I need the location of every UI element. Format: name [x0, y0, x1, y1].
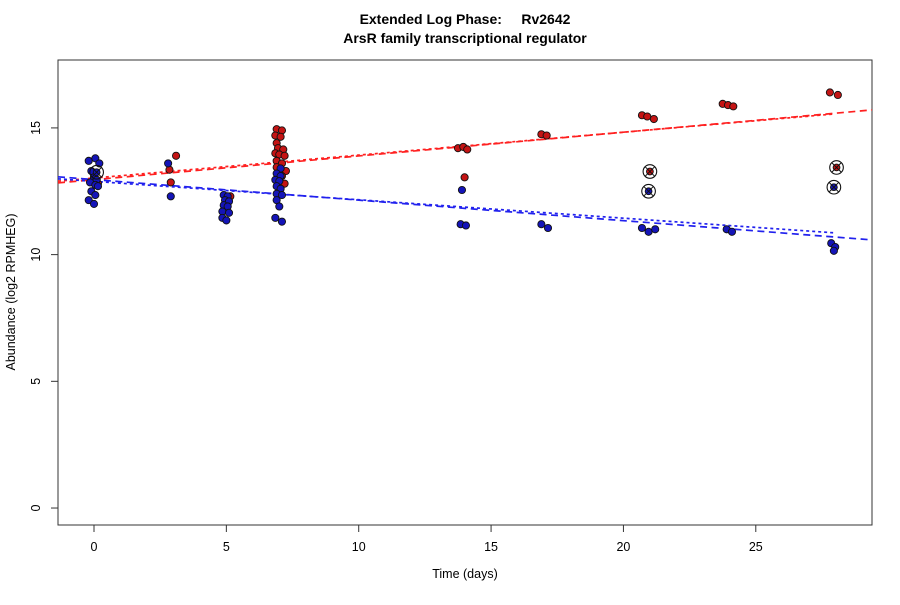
flagged-point-ring [89, 164, 104, 180]
axes: 0 5 10 15 20 25 0 5 10 15 [29, 121, 763, 554]
x-axis-label: Time (days) [432, 567, 498, 581]
data-points [84, 88, 842, 255]
point-blue [457, 185, 467, 195]
x-tick-label: 0 [91, 540, 98, 554]
y-axis-label: Abundance (log2 RPMHEG) [4, 213, 18, 370]
x-tick-label: 25 [749, 540, 763, 554]
y-tick-label: 5 [29, 378, 43, 385]
point-blue [222, 216, 231, 225]
flagged-point-ring [829, 160, 844, 175]
point-blue [543, 223, 553, 233]
point-blue [166, 192, 175, 201]
point-blue [89, 199, 99, 208]
point-red [172, 151, 181, 160]
x-tick-label: 20 [616, 540, 630, 554]
point-blue [644, 227, 653, 236]
point-blue [277, 191, 286, 200]
point-blue [84, 156, 93, 165]
point-blue [91, 191, 100, 200]
trend-line-blue-short-dash [57, 177, 835, 234]
flagged-point-cross [91, 167, 102, 178]
point-blue [275, 202, 284, 211]
y-tick-label: 0 [29, 504, 43, 511]
point-blue [829, 246, 838, 255]
point-red [276, 132, 285, 141]
point-blue [224, 208, 234, 217]
point-blue [651, 225, 660, 234]
trend-line-blue-long-dash [57, 175, 873, 241]
y-tick-label: 15 [29, 121, 43, 135]
flagged-points [89, 160, 844, 199]
point-red [825, 88, 834, 97]
point-blue [277, 217, 286, 226]
point-red [542, 131, 551, 140]
x-tick-label: 10 [352, 540, 366, 554]
point-red [460, 173, 469, 182]
point-blue [271, 213, 280, 222]
point-red [833, 90, 842, 100]
x-tick-label: 5 [223, 540, 230, 554]
flagged-point-cross [644, 166, 656, 177]
point-blue [461, 221, 470, 230]
point-blue [93, 182, 103, 191]
point-red [280, 151, 289, 160]
y-tick-label: 10 [29, 248, 43, 262]
point-blue [727, 227, 737, 236]
point-blue [537, 220, 546, 229]
flagged-point-ring [641, 183, 656, 199]
flagged-point-cross [643, 186, 654, 197]
chart-title: Extended Log Phase: Rv2642 [360, 11, 571, 27]
flagged-point-cross [831, 162, 842, 173]
point-red [643, 112, 652, 121]
point-red [166, 178, 175, 187]
plot-box [57, 59, 873, 526]
flagged-point-ring [642, 164, 658, 179]
x-tick-label: 15 [484, 540, 498, 554]
point-blue [164, 159, 173, 168]
flagged-point-ring [826, 179, 842, 195]
flagged-point-cross [828, 182, 840, 193]
point-red [463, 145, 472, 154]
trend-line-red-short-dash [57, 113, 835, 182]
point-blue [637, 223, 647, 233]
point-red [649, 114, 658, 124]
chart-subtitle: ArsR family transcriptional regulator [343, 30, 587, 46]
point-red [729, 102, 738, 111]
